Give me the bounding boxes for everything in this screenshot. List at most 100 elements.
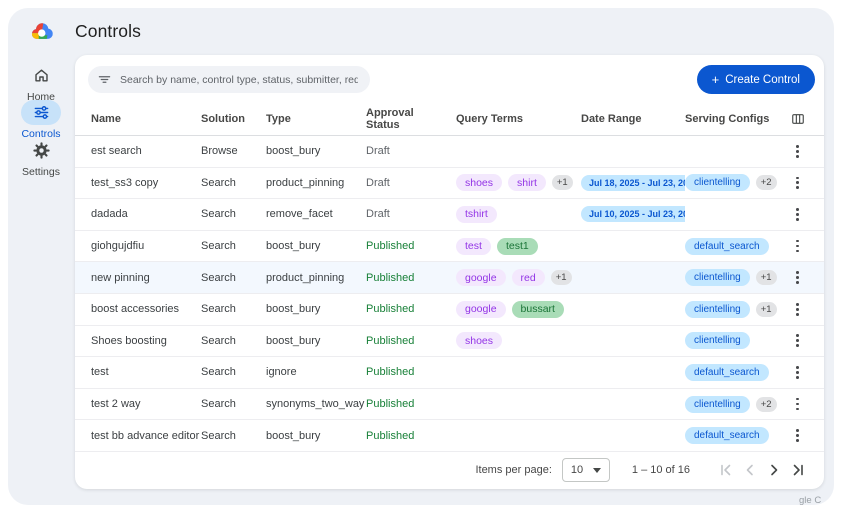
column-settings-button[interactable] <box>786 109 810 129</box>
home-icon <box>21 63 61 88</box>
cell-approval-status: Published <box>366 240 415 253</box>
cell-name: dadada <box>91 208 128 221</box>
table-row[interactable]: test_ss3 copy Search product_pinning Draft s… <box>75 168 824 200</box>
cell-serving-configs: default_search <box>685 237 785 255</box>
row-menu-button[interactable] <box>787 140 809 162</box>
query-term-pill: shoes <box>456 332 503 350</box>
column-header-date-range[interactable]: Date Range <box>581 113 642 125</box>
app-window: Controls Home Controls <box>8 8 834 505</box>
kebab-dot <box>796 312 799 316</box>
row-menu-button[interactable] <box>787 425 809 447</box>
row-menu-button[interactable] <box>787 203 809 225</box>
tune-icon <box>21 100 61 125</box>
cell-actions <box>785 298 824 320</box>
more-terms-chip[interactable]: +1 <box>550 270 572 286</box>
last-page-button[interactable] <box>786 458 810 482</box>
column-header-type[interactable]: Type <box>266 113 291 125</box>
table-row[interactable]: Shoes boosting Search boost_bury Published s… <box>75 326 824 358</box>
cell-date-range: Jul 10, 2025 - Jul 23, 2025 <box>581 206 685 223</box>
kebab-dot <box>796 218 799 221</box>
search-input[interactable] <box>118 72 360 87</box>
cell-actions <box>785 361 824 383</box>
column-header-query-terms[interactable]: Query Terms <box>456 113 524 125</box>
sidebar-item-settings[interactable]: Settings <box>8 138 74 178</box>
more-configs-chip[interactable]: +2 <box>755 175 777 191</box>
previous-page-button[interactable] <box>738 458 762 482</box>
kebab-dot <box>796 239 799 243</box>
date-range-pill: Jul 18, 2025 - Jul 23, 2025 <box>581 174 685 191</box>
cell-actions <box>785 235 824 257</box>
serving-config-pill: clientelling <box>685 332 750 350</box>
more-configs-chip[interactable]: +1 <box>755 270 777 286</box>
cell-type: boost_bury <box>266 303 321 316</box>
cell-type: boost_bury <box>266 429 321 442</box>
search-bar[interactable] <box>88 66 370 93</box>
cell-solution: Search <box>201 240 236 253</box>
filter-icon <box>98 76 111 83</box>
more-terms-chip[interactable]: +1 <box>551 175 573 191</box>
table-row[interactable]: giohgujdfiu Search boost_bury Published test… <box>75 231 824 263</box>
cell-name: est search <box>91 145 142 158</box>
first-page-button[interactable] <box>714 458 738 482</box>
sidebar-item-home[interactable]: Home <box>8 63 74 103</box>
kebab-dot <box>796 397 799 401</box>
chevron-down-icon <box>592 467 601 473</box>
query-term-pill: shoes <box>456 174 503 192</box>
row-menu-button[interactable] <box>787 330 809 352</box>
sidebar-item-controls[interactable]: Controls <box>8 100 74 140</box>
column-header-serving-configs[interactable]: Serving Configs <box>685 113 770 125</box>
row-menu-button[interactable] <box>787 267 809 289</box>
row-menu-button[interactable] <box>787 172 809 194</box>
query-term-pill: red <box>511 269 545 287</box>
cell-actions <box>785 425 824 447</box>
serving-config-pill: clientelling <box>685 269 750 287</box>
kebab-dot <box>796 334 799 338</box>
chevron-left-icon <box>746 465 753 476</box>
column-header-name[interactable]: Name <box>91 113 121 125</box>
kebab-dot <box>796 271 799 275</box>
next-page-button[interactable] <box>762 458 786 482</box>
row-menu-button[interactable] <box>787 393 809 415</box>
table-row[interactable]: new pinning Search product_pinning Publishe… <box>75 262 824 294</box>
more-configs-chip[interactable]: +2 <box>755 396 777 412</box>
table-row[interactable]: test 2 way Search synonyms_two_way Publishe… <box>75 389 824 421</box>
cell-actions <box>785 172 824 194</box>
more-configs-chip[interactable]: +1 <box>755 301 777 317</box>
table-footer: Items per page: 10 1 – 10 of 16 <box>75 452 824 489</box>
background-watermark-text: gle C <box>799 495 822 506</box>
table-row[interactable]: test Search ignore Published default_search <box>75 357 824 389</box>
cell-approval-status: Published <box>366 366 415 379</box>
table-row[interactable]: test bb advance editor Search boost_bury Pu… <box>75 420 824 452</box>
query-term-pill: shirt <box>508 174 546 192</box>
cell-actions <box>785 330 824 352</box>
plus-icon: + <box>711 72 720 87</box>
serving-config-pill: default_search <box>685 427 769 445</box>
kebab-dot <box>796 402 799 406</box>
row-menu-button[interactable] <box>787 361 809 383</box>
row-menu-button[interactable] <box>787 298 809 320</box>
google-cloud-logo-icon <box>31 23 53 39</box>
query-term-pill: test <box>456 237 491 255</box>
table-row[interactable]: est search Browse boost_bury Draft <box>75 136 824 168</box>
row-menu-button[interactable] <box>787 235 809 257</box>
table-row[interactable]: boost accessories Search boost_bury Publish… <box>75 294 824 326</box>
table-row[interactable]: dadada Search remove_facet Draft tshirt Jul 1… <box>75 199 824 231</box>
controls-table-card: + Create Control Name Solution Type Appr… <box>75 55 824 489</box>
cell-actions <box>785 140 824 162</box>
query-term-pill: bussart <box>511 300 564 318</box>
column-header-solution[interactable]: Solution <box>201 113 245 125</box>
kebab-dot <box>796 181 799 185</box>
kebab-dot <box>796 249 799 253</box>
cell-name: Shoes boosting <box>91 334 167 347</box>
cell-type: product_pinning <box>266 176 345 189</box>
cell-type: boost_bury <box>266 334 321 347</box>
kebab-dot <box>796 439 799 443</box>
cell-name: test 2 way <box>91 398 141 411</box>
cell-serving-configs: clientelling +2 <box>685 395 785 413</box>
cell-approval-status: Published <box>366 271 415 284</box>
cell-serving-configs: clientelling <box>685 332 785 350</box>
page-size-select[interactable]: 10 <box>561 458 610 483</box>
create-control-button[interactable]: + Create Control <box>696 65 815 94</box>
cell-type: ignore <box>266 366 297 379</box>
column-header-approval-status[interactable]: Approval Status <box>366 107 414 131</box>
